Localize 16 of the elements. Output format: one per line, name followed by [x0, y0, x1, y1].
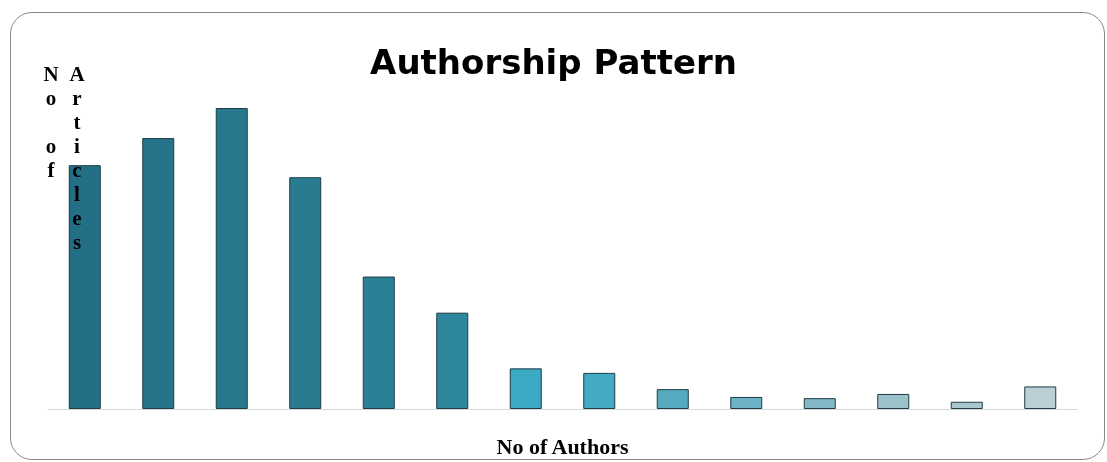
bar	[142, 138, 175, 409]
bar	[656, 389, 689, 409]
bar	[583, 372, 616, 409]
bar	[730, 396, 763, 409]
bar	[877, 393, 910, 409]
bar	[509, 368, 542, 409]
bar	[289, 177, 322, 409]
bar	[215, 108, 248, 409]
y-axis-title: No of Articles	[38, 62, 90, 256]
bar	[1024, 386, 1057, 409]
bar	[362, 276, 395, 409]
chart-title: Authorship Pattern	[370, 42, 737, 82]
bar	[436, 312, 469, 409]
bar	[803, 398, 836, 409]
x-axis-title: No of Authors	[496, 433, 629, 459]
bar	[950, 401, 983, 409]
